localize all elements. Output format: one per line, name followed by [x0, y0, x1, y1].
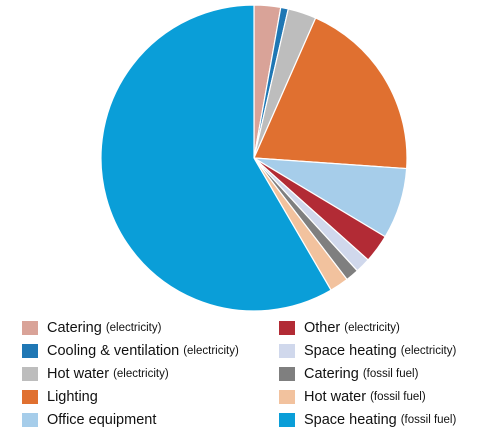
legend-item-2: Hot water (electricity): [22, 366, 169, 382]
legend-item-7: Catering (fossil fuel): [279, 366, 418, 382]
legend-swatch: [279, 390, 295, 404]
legend-item-5: Other (electricity): [279, 320, 400, 336]
legend-swatch: [22, 344, 38, 358]
legend-label: Catering: [47, 320, 102, 336]
legend-item-1: Cooling & ventilation (electricity): [22, 343, 239, 359]
legend-label: Hot water: [47, 366, 110, 382]
legend-label: Space heating: [304, 343, 397, 359]
legend-item-8: Hot water (fossil fuel): [279, 389, 426, 405]
legend-swatch: [279, 321, 295, 335]
legend-item-3: Lighting: [22, 389, 98, 405]
pie-slice-3: [253, 17, 408, 170]
legend-swatch: [22, 390, 38, 404]
legend-qualifier: (electricity): [105, 322, 162, 334]
legend-qualifier: (fossil fuel): [400, 414, 457, 426]
legend-qualifier: (electricity): [183, 345, 239, 357]
pie-slice-9: [100, 4, 332, 312]
legend-qualifier: (fossil fuel): [370, 391, 426, 403]
legend-swatch: [279, 413, 295, 427]
legend-qualifier: (electricity): [113, 368, 169, 380]
legend-swatch: [22, 321, 38, 335]
legend-swatch: [279, 367, 295, 381]
legend-label: Office equipment: [47, 412, 157, 428]
legend-label: Space heating: [304, 412, 397, 428]
legend-swatch: [22, 367, 38, 381]
legend-qualifier: (fossil fuel): [362, 368, 419, 380]
pie-svg: [100, 4, 408, 312]
legend-label: Cooling & ventilation: [47, 343, 180, 359]
legend-qualifier: (electricity): [400, 345, 457, 357]
legend: Catering (electricity) Cooling & ventilati…: [0, 318, 502, 444]
legend-label: Lighting: [47, 389, 98, 405]
legend-label: Other: [304, 320, 341, 336]
legend-item-4: Office equipment: [22, 412, 156, 428]
legend-item-6: Space heating (electricity): [279, 343, 456, 359]
legend-item-0: Catering (electricity): [22, 320, 161, 336]
legend-swatch: [22, 413, 38, 427]
legend-label: Catering: [304, 366, 359, 382]
legend-swatch: [279, 344, 295, 358]
legend-item-9: Space heating (fossil fuel): [279, 412, 456, 428]
legend-label: Hot water: [304, 389, 367, 405]
legend-qualifier: (electricity): [344, 322, 400, 334]
